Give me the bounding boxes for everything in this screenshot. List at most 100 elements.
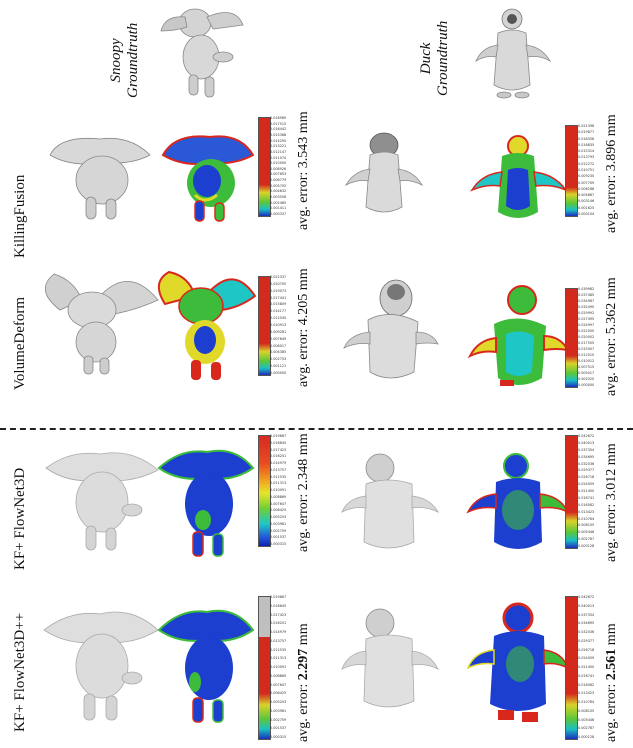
colorbar-tick-label: 0.007515 xyxy=(578,365,595,369)
colorbar-tick-label: 0.037354 xyxy=(578,612,595,617)
colorbar-tick-label: 0.021400 xyxy=(578,665,595,669)
fn-duck-error-map xyxy=(466,453,570,549)
colorbar-tick-label: 0.017515 xyxy=(270,121,287,126)
fn-duck-colorbar-ticks: 0.042672 0.040013 0.037354 0.034695 0.032036… xyxy=(578,434,600,549)
colorbar-tick-label: 0.019877 xyxy=(578,130,595,135)
colorbar-tick-label: 0.008869 xyxy=(270,494,287,499)
fnpp-snoopy-colorbar xyxy=(258,596,271,740)
colorbar-tick-label: 0.006425 xyxy=(270,691,287,696)
colorbar-tick-label: 0.005203 xyxy=(270,515,287,519)
vd-snoopy-colorbar xyxy=(258,276,271,376)
fnpp-snoopy-colorbar-ticks: 0.019867 0.018645 0.017423 0.016201 0.014979… xyxy=(270,595,292,740)
colorbar-tick-label: 0.012535 xyxy=(270,474,287,479)
colorbar-tick-label: 0.010091 xyxy=(270,665,287,669)
fn-duck-mesh xyxy=(341,453,440,549)
fnpp-duck-colorbar xyxy=(565,596,578,740)
colorbar-tick-label: 0.013423 xyxy=(578,509,595,514)
kf-snoopy-error-map xyxy=(161,135,255,222)
colorbar-tick-label: 0.032490 xyxy=(578,305,595,309)
colorbar-tick-label: 0.005705 xyxy=(270,183,287,188)
colorbar-tick-label: 0.008926 xyxy=(270,166,287,171)
colorbar-tick-label: 0.000315 xyxy=(270,542,287,546)
colorbar-tick-label: 0.022337 xyxy=(270,275,287,279)
kf-snoopy-error-label: avg. error: 3.543 mm xyxy=(296,111,311,230)
fnpp-snoopy-error-map xyxy=(157,609,255,723)
fnpp-duck-error-map xyxy=(466,602,570,722)
section-separator xyxy=(0,428,633,430)
colorbar-tick-label: 0.012510 xyxy=(578,353,595,357)
colorbar-tick-label: 0.007647 xyxy=(270,501,287,506)
colorbar-tick-label: 0.001625 xyxy=(578,205,595,210)
colorbar-tick-label: 0.040013 xyxy=(578,440,595,445)
row-label-kf-flownet3dpp: KF+ FlowNet3D++ xyxy=(12,612,28,732)
kf-duck-error-map xyxy=(470,135,569,218)
colorbar-tick-label: 0.017423 xyxy=(270,612,287,617)
colorbar-tick-label: 0.039982 xyxy=(578,287,595,291)
colorbar-tick-label: 0.011313 xyxy=(270,656,287,661)
kf-snoopy-colorbar xyxy=(258,117,271,217)
colorbar-tick-label: 0.014295 xyxy=(270,138,287,143)
colorbar-tick-label: 0.000000 xyxy=(578,383,595,387)
vd-snoopy-error-label: avg. error: 4.205 mm xyxy=(296,268,311,387)
fn-snoopy-mesh xyxy=(45,452,159,551)
row-label-killingfusion: KillingFusion xyxy=(12,174,28,258)
colorbar-tick-label: 0.010913 xyxy=(270,323,287,327)
colorbar-tick-label: 0.007853 xyxy=(270,172,287,177)
kf-duck-mesh xyxy=(344,132,424,213)
colorbar-tick-label: 0.006188 xyxy=(578,186,595,191)
colorbar-tick-label: 0.006425 xyxy=(270,508,287,513)
colorbar-tick-label: 0.018741 xyxy=(578,495,595,500)
fn-snoopy-colorbar-ticks: 0.019867 0.018645 0.017423 0.016201 0.014979… xyxy=(270,434,292,547)
vd-snoopy-error-map xyxy=(158,270,257,380)
vd-duck-colorbar xyxy=(565,288,578,388)
colorbar-tick-label: 0.017441 xyxy=(270,295,287,300)
colorbar-tick-label: 0.032036 xyxy=(578,461,595,466)
colorbar-tick-label: 0.007647 xyxy=(270,682,287,687)
kf-duck-error-label: avg. error: 3.896 mm xyxy=(604,114,619,233)
colorbar-tick-label: 0.016442 xyxy=(270,127,287,132)
snoopy-name: Snoopy xyxy=(108,38,124,83)
colorbar-tick-label: 0.006017 xyxy=(270,343,287,348)
colorbar-tick-label: 0.008869 xyxy=(270,673,287,678)
colorbar-tick-label: 0.005446 xyxy=(578,530,595,535)
kf-snoopy-colorbar-ticks: 0.018589 0.017515 0.016442 0.015368 0.014295… xyxy=(270,116,292,217)
colorbar-tick-label: 0.002753 xyxy=(270,357,287,362)
colorbar-tick-label: 0.013221 xyxy=(270,144,287,149)
fn-duck-error-label: avg. error: 3.012 mm xyxy=(604,443,619,562)
colorbar-tick-label: 0.040013 xyxy=(578,603,595,608)
colorbar-tick-label: 0.010764 xyxy=(578,516,595,521)
colorbar-tick-label: 0.015809 xyxy=(270,302,287,307)
colorbar-tick-label: 0.016201 xyxy=(270,454,287,459)
colorbar-tick-label: 0.015007 xyxy=(578,347,595,351)
colorbar-tick-label: 0.019867 xyxy=(270,434,287,438)
colorbar-tick-label: 0.012545 xyxy=(270,316,287,321)
colorbar-tick-label: 0.034987 xyxy=(578,299,595,303)
colorbar-tick-label: 0.010091 xyxy=(270,488,287,492)
colorbar-tick-label: 0.000315 xyxy=(270,735,287,739)
colorbar-tick-label: 0.003558 xyxy=(270,195,287,200)
colorbar-tick-label: 0.018645 xyxy=(270,440,287,445)
colorbar-tick-label: 0.012272 xyxy=(578,161,595,166)
kf-duck-colorbar-ticks: 0.021398 0.019877 0.018356 0.016835 0.015314… xyxy=(578,124,600,217)
colorbar-tick-label: 0.032036 xyxy=(578,630,595,634)
colorbar-tick-label: 0.029377 xyxy=(578,468,595,473)
vd-duck-mesh xyxy=(343,279,439,379)
colorbar-tick-label: 0.001411 xyxy=(270,206,287,211)
colorbar-tick-label: 0.001121 xyxy=(270,364,287,369)
colorbar-tick-label: 0.003981 xyxy=(270,521,287,526)
colorbar-tick-label: 0.042672 xyxy=(578,595,595,599)
colorbar-tick-label: 0.008105 xyxy=(578,523,595,528)
colorbar-tick-label: 0.003146 xyxy=(578,199,595,204)
colorbar-tick-label: 0.005017 xyxy=(578,371,595,375)
colorbar-tick-label: 0.004632 xyxy=(270,189,287,194)
row-label-kf-flownet3d: KF+ FlowNet3D xyxy=(12,467,28,570)
vd-duck-error-label: avg. error: 5.362 mm xyxy=(604,277,619,396)
colorbar-tick-label: 0.029377 xyxy=(578,638,595,643)
fnpp-snoopy-error-value: 2.297 xyxy=(296,648,311,681)
colorbar-tick-label: 0.018741 xyxy=(578,673,595,678)
colorbar-tick-label: 0.024059 xyxy=(578,656,595,661)
colorbar-tick-label: 0.012535 xyxy=(270,647,287,652)
colorbar-tick-label: 0.019073 xyxy=(270,288,287,293)
colorbar-tick-label: 0.008105 xyxy=(578,708,595,713)
snoopy-sub: Groundtruth xyxy=(125,22,141,98)
